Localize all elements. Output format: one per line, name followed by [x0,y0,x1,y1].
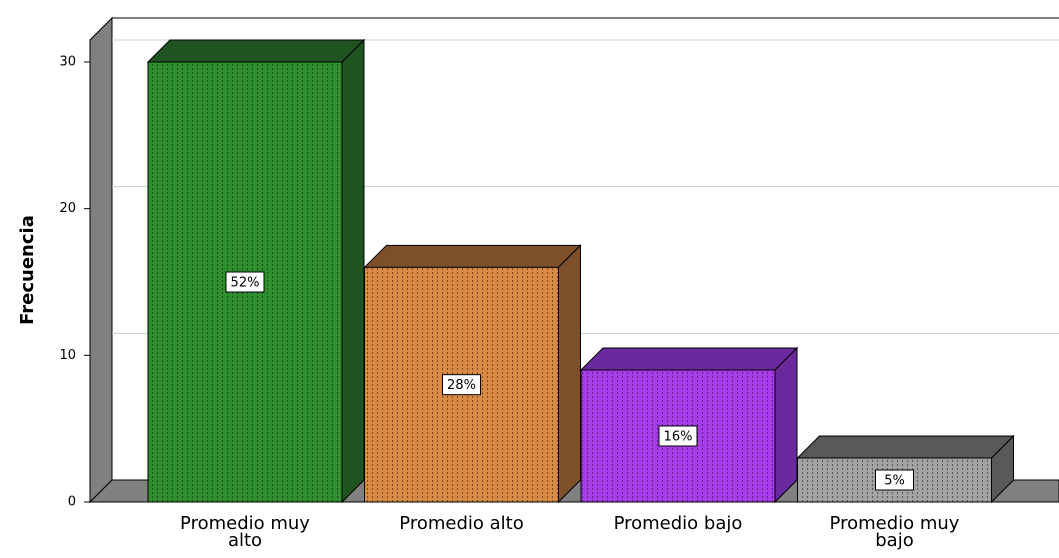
y-tick-label: 10 [59,348,76,363]
x-tick-label: Promedio bajo [613,513,743,534]
bar-side [341,38,365,504]
data-label-box [225,271,265,293]
x-tick-label: Promedio muy alto [180,513,310,551]
y-tick-label: 20 [59,201,76,216]
y-tick-label: 30 [59,55,76,70]
y-tick-label: 0 [68,495,76,510]
bar-top [796,435,1015,459]
x-tick-label: Promedio alto [399,513,524,534]
data-label-box [875,469,914,491]
data-label: 16% [664,430,693,445]
bar-top [146,39,366,63]
bar-side [774,346,798,504]
bar-top [363,244,582,268]
bar-side [558,244,581,504]
data-label: 5% [884,474,905,489]
data-label-box [442,374,481,396]
data-label-box [658,425,698,447]
left-wall [89,16,113,504]
data-label: 28% [447,378,476,393]
y-axis-label: Frecuencia [17,215,38,325]
x-tick-label: Promedio muy bajo [829,513,960,551]
data-label: 52% [231,276,260,291]
bar-top [579,347,799,371]
